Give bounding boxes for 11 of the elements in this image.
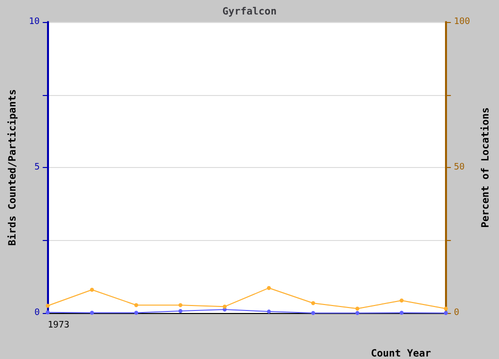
y-axis-title: Birds Counted/Participants: [6, 89, 18, 246]
y2-axis-title: Percent of Locations: [480, 107, 492, 228]
y2-tick-label: 0: [454, 308, 460, 318]
y-tick-label: 10: [28, 17, 40, 27]
y2-tick-label: 50: [454, 162, 465, 172]
x-tick-label: 1973: [48, 320, 70, 330]
y-tick-label: 5: [34, 162, 40, 172]
y2-tick-label: 100: [454, 17, 470, 27]
y-tick-label: 0: [34, 308, 40, 318]
chart-title: Gyrfalcon: [222, 6, 277, 18]
x-axis-title: Count Year: [370, 348, 432, 359]
